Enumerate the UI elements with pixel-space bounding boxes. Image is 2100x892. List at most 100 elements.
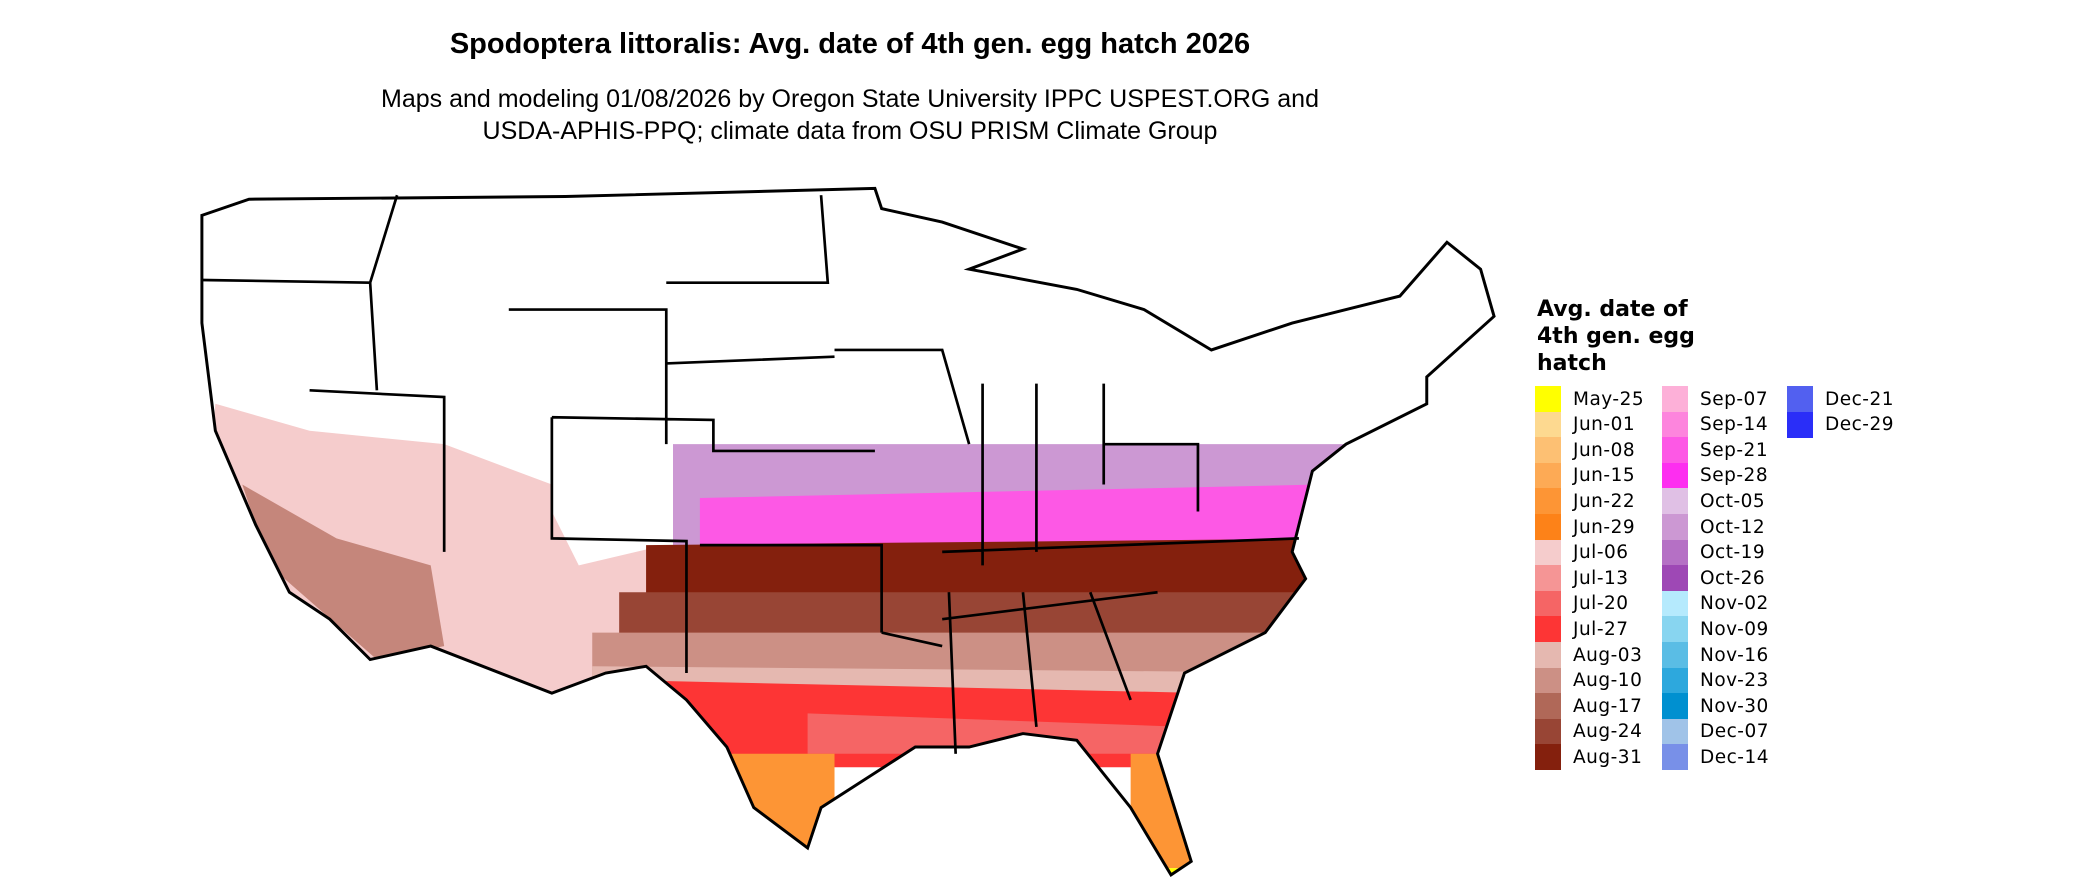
legend-label: Sep-28 bbox=[1700, 465, 1769, 487]
legend-item: Oct-19 bbox=[1662, 539, 1766, 566]
legend-swatch bbox=[1662, 616, 1688, 643]
legend-item: Jun-29 bbox=[1535, 514, 1635, 540]
legend-swatch bbox=[1535, 642, 1561, 668]
legend-swatch bbox=[1662, 386, 1688, 412]
legend-item: Jun-22 bbox=[1535, 488, 1636, 515]
legend-swatch bbox=[1662, 590, 1688, 617]
legend-item: Jun-08 bbox=[1535, 437, 1636, 464]
legend-swatch bbox=[1662, 437, 1688, 464]
legend-swatch bbox=[1535, 462, 1561, 489]
legend-label: Aug-17 bbox=[1573, 695, 1643, 717]
legend-swatch bbox=[1787, 411, 1813, 438]
legend-item: Jul-13 bbox=[1535, 565, 1629, 592]
legend-swatch bbox=[1535, 514, 1561, 540]
legend-item: Sep-21 bbox=[1662, 437, 1769, 464]
legend-label: May-25 bbox=[1573, 388, 1645, 410]
legend-swatch bbox=[1662, 488, 1688, 515]
legend-label: Sep-14 bbox=[1700, 414, 1769, 436]
legend-item: Jul-27 bbox=[1535, 616, 1629, 643]
us-outline bbox=[200, 186, 1496, 877]
legend-swatch bbox=[1535, 565, 1561, 592]
map-fill bbox=[201, 403, 1346, 875]
legend-item: Nov-16 bbox=[1662, 642, 1769, 668]
legend-swatch bbox=[1662, 462, 1688, 489]
legend-item: Sep-28 bbox=[1662, 462, 1769, 489]
legend-label: Dec-14 bbox=[1700, 746, 1770, 768]
legend-swatch bbox=[1535, 437, 1561, 464]
legend-swatch bbox=[1535, 590, 1561, 617]
legend-item: Jul-20 bbox=[1535, 590, 1629, 617]
legend-label: Oct-19 bbox=[1700, 542, 1766, 564]
legend-label: Aug-10 bbox=[1573, 670, 1643, 692]
legend-label: Dec-29 bbox=[1825, 414, 1895, 436]
legend-swatch bbox=[1787, 386, 1813, 412]
legend-item: Oct-12 bbox=[1662, 514, 1765, 540]
legend-swatch bbox=[1535, 616, 1561, 643]
state-borders bbox=[201, 194, 1299, 754]
legend-label: Nov-02 bbox=[1700, 593, 1769, 615]
map-title: Spodoptera littoralis: Avg. date of 4th … bbox=[449, 28, 1251, 60]
legend-item: Jun-01 bbox=[1535, 411, 1636, 438]
legend-title: Avg. date of 4th gen. egg hatch bbox=[1537, 296, 1737, 377]
legend-label: Sep-21 bbox=[1700, 439, 1769, 461]
legend-swatch bbox=[1662, 411, 1688, 438]
zone-texas-orange bbox=[726, 753, 835, 862]
legend-label: Oct-12 bbox=[1700, 516, 1766, 538]
legend-item: Sep-14 bbox=[1662, 411, 1769, 438]
legend-swatch bbox=[1535, 667, 1561, 694]
legend-swatch bbox=[1535, 411, 1561, 438]
legend-label: Aug-31 bbox=[1573, 746, 1643, 768]
legend-swatch bbox=[1662, 514, 1688, 540]
legend-item: Nov-30 bbox=[1662, 693, 1769, 720]
legend-label: Nov-30 bbox=[1700, 695, 1769, 717]
legend-swatch bbox=[1662, 744, 1688, 771]
legend-label: Jul-27 bbox=[1573, 618, 1629, 640]
legend-swatch bbox=[1662, 539, 1688, 566]
legend-label: Jun-01 bbox=[1573, 414, 1636, 436]
legend-swatch bbox=[1535, 693, 1561, 720]
legend-swatch bbox=[1662, 565, 1688, 592]
legend-item: May-25 bbox=[1535, 386, 1644, 412]
legend-item: Dec-07 bbox=[1662, 718, 1770, 745]
legend-label: Jul-13 bbox=[1573, 567, 1629, 589]
legend-swatch bbox=[1662, 667, 1688, 694]
legend-label: Nov-16 bbox=[1700, 644, 1769, 666]
legend-item: Nov-02 bbox=[1662, 590, 1769, 617]
legend-item: Aug-31 bbox=[1535, 744, 1643, 771]
legend-swatch bbox=[1662, 642, 1688, 668]
legend-label: Jul-20 bbox=[1573, 593, 1629, 615]
legend-item: Aug-10 bbox=[1535, 667, 1643, 694]
legend-swatch bbox=[1662, 718, 1688, 745]
legend-label: Jun-29 bbox=[1573, 516, 1636, 538]
zone-keys-yellow bbox=[1130, 868, 1212, 875]
legend-item: Aug-24 bbox=[1535, 718, 1643, 745]
legend-swatch bbox=[1535, 488, 1561, 515]
legend-label: Aug-24 bbox=[1573, 721, 1643, 743]
legend-item: Jul-06 bbox=[1535, 539, 1629, 566]
legend-label: Dec-07 bbox=[1700, 721, 1770, 743]
legend-swatch bbox=[1535, 744, 1561, 771]
legend-title-line: 4th gen. egg bbox=[1537, 324, 1695, 349]
legend-label: Aug-03 bbox=[1573, 644, 1643, 666]
legend-item: Dec-29 bbox=[1787, 411, 1895, 438]
legend-swatch bbox=[1535, 539, 1561, 566]
legend-label: Dec-21 bbox=[1825, 388, 1895, 410]
legend-item: Nov-23 bbox=[1662, 667, 1769, 694]
legend-item: Oct-26 bbox=[1662, 565, 1766, 592]
legend-swatch bbox=[1535, 386, 1561, 412]
legend-label: Jul-06 bbox=[1573, 542, 1629, 564]
legend-swatch bbox=[1662, 693, 1688, 720]
legend-label: Oct-26 bbox=[1700, 567, 1766, 589]
map-subtitle-line-2: USDA-APHIS-PPQ; climate data from OSU PR… bbox=[482, 117, 1218, 145]
legend-swatch bbox=[1535, 718, 1561, 745]
legend-label: Jun-22 bbox=[1573, 490, 1636, 512]
legend-label: Nov-23 bbox=[1700, 670, 1769, 692]
legend-label: Jun-15 bbox=[1573, 465, 1636, 487]
legend-item: Jun-15 bbox=[1535, 462, 1636, 489]
legend-label: Oct-05 bbox=[1700, 490, 1766, 512]
legend-item: Oct-05 bbox=[1662, 488, 1766, 515]
legend-title-line: Avg. date of bbox=[1537, 297, 1688, 322]
legend-label: Sep-07 bbox=[1700, 388, 1769, 410]
legend-label: Jun-08 bbox=[1573, 439, 1636, 461]
